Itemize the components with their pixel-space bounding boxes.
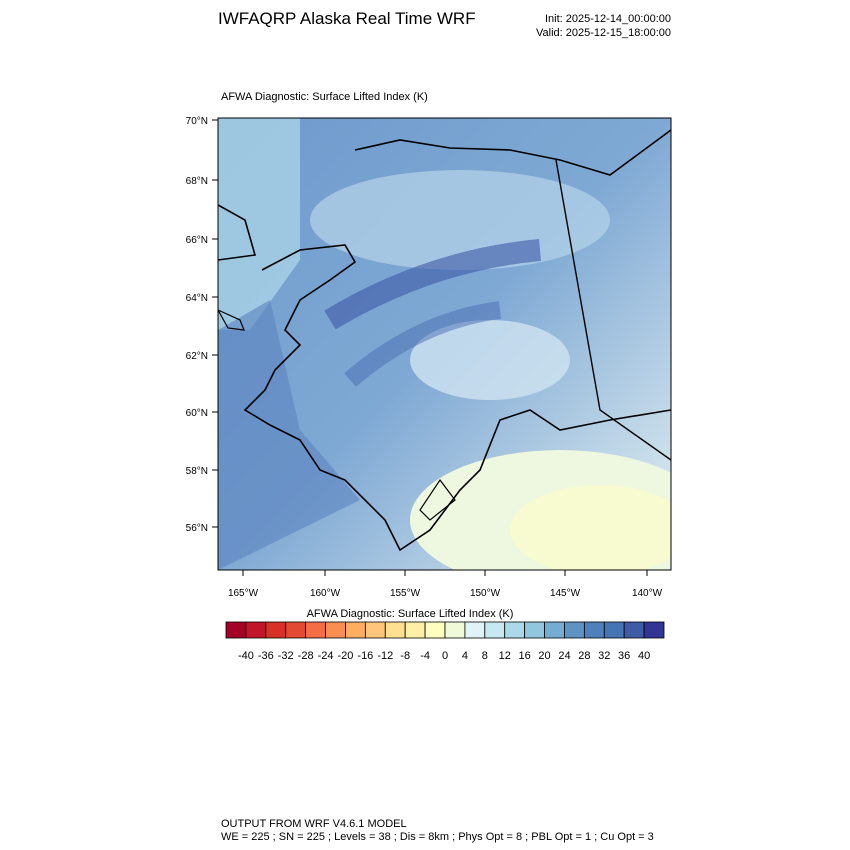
colorbar-box xyxy=(583,621,605,639)
colorbar-label: 16 xyxy=(519,650,531,662)
colorbar-label: -4 xyxy=(420,650,430,662)
map-frame xyxy=(217,117,672,571)
colorbar-box xyxy=(504,621,526,639)
lon-label: 165°W xyxy=(228,588,259,599)
lat-label: 56°N xyxy=(186,523,208,534)
lat-label: 70°N xyxy=(186,116,208,127)
lon-label: 160°W xyxy=(310,588,341,599)
colorbar-box xyxy=(305,621,326,639)
colorbar-label: 4 xyxy=(462,650,468,662)
colorbar-box xyxy=(544,621,565,639)
colorbar-label: 0 xyxy=(442,650,448,662)
map-field xyxy=(218,118,671,570)
colorbar-box xyxy=(384,621,406,639)
colorbar-label: -8 xyxy=(400,650,410,662)
colorbar-label: -28 xyxy=(298,650,314,662)
colorbar-box xyxy=(285,621,307,639)
title: IWFAQRP Alaska Real Time WRF xyxy=(218,9,476,28)
colorbar-box xyxy=(265,621,287,639)
colorbar-label: -12 xyxy=(377,650,393,662)
colorbar-box xyxy=(643,621,665,639)
colorbar-label: 36 xyxy=(618,650,630,662)
colorbar-box xyxy=(364,621,386,639)
colorbar-box xyxy=(424,621,446,639)
colorbar-label: -16 xyxy=(357,650,373,662)
colorbar-box xyxy=(225,621,247,639)
colorbar-label: 12 xyxy=(499,650,511,662)
lon-label: 150°W xyxy=(470,588,501,599)
colorbar-label: -24 xyxy=(318,650,334,662)
colorbar-box xyxy=(404,621,426,639)
colorbar-label: -36 xyxy=(258,650,274,662)
map-subtitle: AFWA Diagnostic: Surface Lifted Index (K… xyxy=(221,91,428,103)
colorbar-label: -32 xyxy=(278,650,294,662)
colorbar-box xyxy=(623,621,645,639)
valid-time: Valid: 2025-12-15_18:00:00 xyxy=(536,27,671,39)
colorbar-label: 32 xyxy=(598,650,610,662)
colorbar-box xyxy=(464,621,486,639)
colorbar-box xyxy=(444,621,466,639)
colorbar-label: -40 xyxy=(238,650,254,662)
lat-label: 62°N xyxy=(186,351,208,362)
colorbar-box xyxy=(325,621,346,639)
footer-line1: OUTPUT FROM WRF V4.6.1 MODEL xyxy=(221,818,407,830)
colorbar-label: 28 xyxy=(578,650,590,662)
colorbar-label: 20 xyxy=(538,650,550,662)
lat-label: 64°N xyxy=(186,293,208,304)
lat-label: 66°N xyxy=(186,235,208,246)
lat-label: 58°N xyxy=(186,466,208,477)
lat-label: 60°N xyxy=(186,408,208,419)
colorbar-box xyxy=(603,621,625,639)
colorbar-label: 40 xyxy=(638,650,650,662)
colorbar-title: AFWA Diagnostic: Surface Lifted Index (K… xyxy=(307,608,514,620)
colorbar-label: -20 xyxy=(338,650,354,662)
lat-label: 68°N xyxy=(186,176,208,187)
init-time: Init: 2025-12-14_00:00:00 xyxy=(545,13,671,25)
colorbar-label: 8 xyxy=(482,650,488,662)
colorbar-box xyxy=(245,621,267,639)
colorbar-box xyxy=(484,621,506,639)
footer-line2: WE = 225 ; SN = 225 ; Levels = 38 ; Dis … xyxy=(221,831,654,843)
colorbar-box xyxy=(345,621,366,639)
lon-label: 145°W xyxy=(550,588,581,599)
colorbar-box xyxy=(564,621,585,639)
lon-label: 140°W xyxy=(632,588,663,599)
lon-label: 155°W xyxy=(390,588,421,599)
colorbar-label: 24 xyxy=(558,650,570,662)
colorbar-box xyxy=(524,621,545,639)
